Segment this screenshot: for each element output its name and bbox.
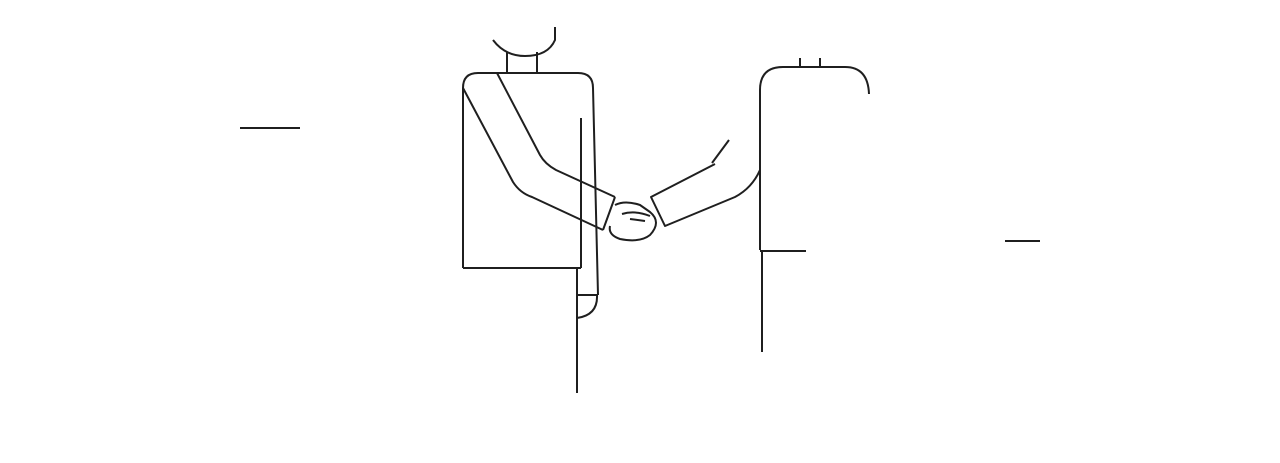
right-person-arm <box>650 139 761 227</box>
left-person-cuff <box>602 196 616 231</box>
left-person-leg <box>576 268 599 393</box>
left-person <box>462 27 616 393</box>
right-person-head <box>759 66 870 250</box>
handshake-hands <box>608 201 657 242</box>
left-person-head <box>492 27 556 57</box>
right-person <box>650 58 870 352</box>
left-person-arm <box>462 72 616 231</box>
left-person-neck <box>506 52 538 73</box>
right-person-hair-ticks <box>799 58 821 67</box>
left-person-torso <box>462 72 599 296</box>
